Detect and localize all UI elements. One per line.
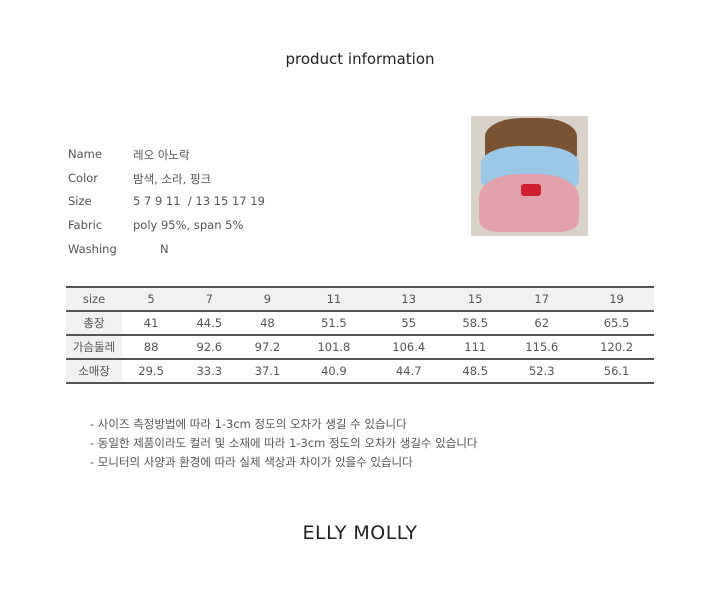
brand-name: ELLY MOLLY	[302, 522, 418, 544]
product-info: Name 레오 아노락 Color 밤색, 소라, 핑크 Size 5 7 9 11 …	[68, 147, 265, 265]
info-row-name: Name 레오 아노락	[68, 147, 265, 171]
info-label: Color	[68, 170, 99, 185]
info-value: N	[160, 241, 169, 256]
info-row-color: Color 밤색, 소라, 핑크	[68, 171, 265, 195]
table-cell: 111	[446, 335, 505, 360]
info-label: Washing	[68, 241, 117, 256]
note: - 모니터의 사양과 환경에 따라 실제 색상과 차이가 있을수 있습니다	[90, 455, 413, 469]
table-cell: 97.2	[238, 335, 297, 360]
table-cell: 5	[122, 286, 181, 312]
info-value: 밤색, 소라, 핑크	[133, 171, 212, 186]
table-row: 총장 41 44.5 48 51.5 55 58.5 62 65.5	[66, 311, 654, 336]
info-label: Fabric	[68, 218, 103, 233]
table-cell: 48.5	[446, 359, 505, 384]
size-table: size 5 7 9 11 13 15 17 19 총장 41 44.5 48 51.5 55 58.5 62…	[66, 286, 654, 384]
table-cell: 37.1	[238, 359, 297, 384]
table-cell: 106.4	[371, 335, 447, 360]
table-cell: 총장	[66, 311, 122, 336]
table-cell: 55	[371, 311, 447, 336]
note: - 사이즈 측정방법에 따라 1-3cm 정도의 오차가 생길 수 있습니다	[90, 417, 407, 431]
table-cell: 41	[122, 311, 181, 336]
table-cell: 13	[371, 286, 447, 312]
product-photo	[471, 116, 588, 236]
table-cell: 88	[122, 335, 181, 360]
info-row-fabric: Fabric poly 95%, span 5%	[68, 218, 265, 242]
table-cell: 9	[238, 286, 297, 312]
note: - 동일한 제품이라도 컬러 및 소재에 따라 1-3cm 정도의 오차가 생길…	[90, 436, 478, 450]
table-cell: size	[66, 286, 122, 312]
page-title: product information	[285, 50, 435, 68]
table-cell: 33.3	[180, 359, 239, 384]
info-row-washing: Washing N	[68, 242, 265, 266]
table-cell: 52.3	[504, 359, 580, 384]
table-cell: 58.5	[446, 311, 505, 336]
info-label: Name	[68, 147, 102, 161]
info-value: 레오 아노락	[133, 148, 190, 162]
table-cell: 65.5	[579, 311, 654, 336]
table-cell: 19	[579, 286, 654, 312]
table-cell: 51.5	[296, 311, 372, 336]
table-header-row: size 5 7 9 11 13 15 17 19	[66, 286, 654, 312]
table-cell: 소매장	[66, 359, 122, 384]
table-cell: 120.2	[579, 335, 654, 360]
table-cell: 44.5	[180, 311, 239, 336]
table-cell: 15	[446, 286, 505, 312]
table-cell: 40.9	[296, 359, 372, 384]
table-cell: 가슴둘레	[66, 335, 122, 360]
table-cell: 101.8	[296, 335, 372, 360]
table-cell: 11	[296, 286, 372, 312]
table-cell: 62	[504, 311, 580, 336]
table-cell: 56.1	[579, 359, 654, 384]
table-cell: 29.5	[122, 359, 181, 384]
info-value: poly 95%, span 5%	[133, 218, 244, 233]
table-cell: 115.6	[504, 335, 580, 360]
table-row: 가슴둘레 88 92.6 97.2 101.8 106.4 111 115.6 120.2	[66, 335, 654, 360]
notes: - 사이즈 측정방법에 따라 1-3cm 정도의 오차가 생길 수 있습니다 -…	[90, 415, 478, 472]
table-cell: 7	[180, 286, 239, 312]
table-cell: 44.7	[371, 359, 447, 384]
info-label: Size	[68, 194, 92, 209]
table-cell: 48	[238, 311, 297, 336]
info-value: 5 7 9 11 / 13 15 17 19	[133, 194, 265, 209]
table-cell: 92.6	[180, 335, 239, 360]
table-cell: 17	[504, 286, 580, 312]
info-row-size: Size 5 7 9 11 / 13 15 17 19	[68, 194, 265, 218]
table-row: 소매장 29.5 33.3 37.1 40.9 44.7 48.5 52.3 56.1	[66, 359, 654, 384]
